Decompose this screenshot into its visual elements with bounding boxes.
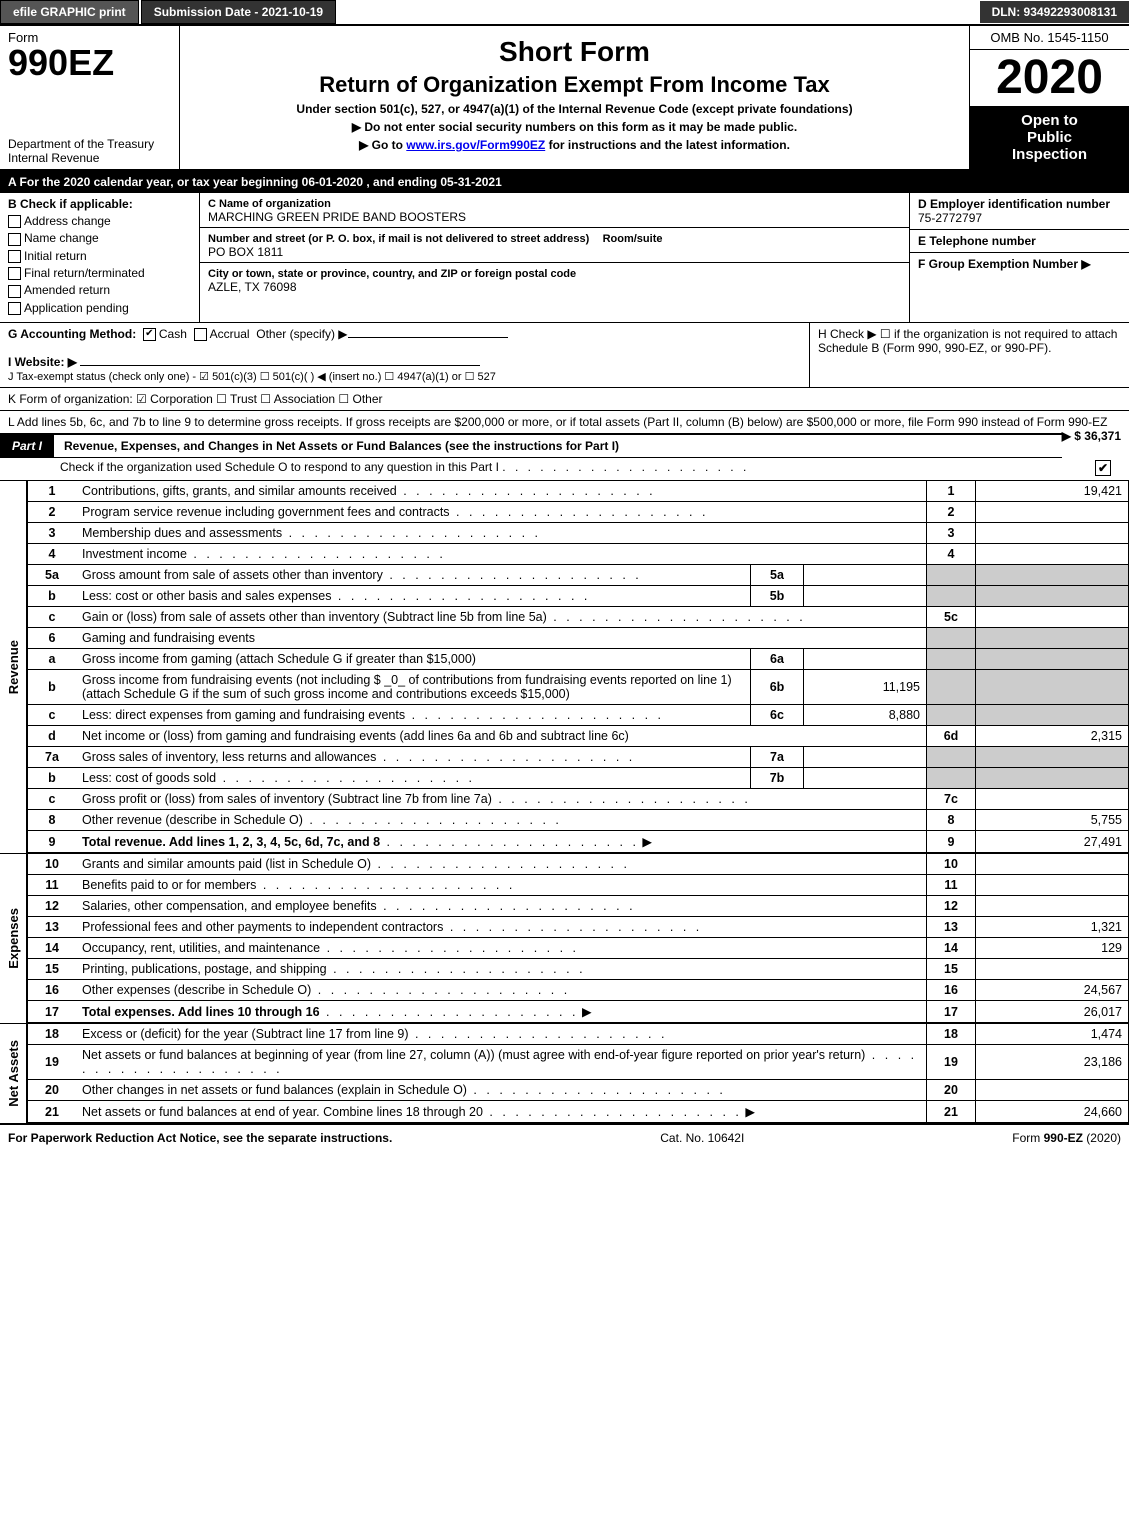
subtitle: Under section 501(c), 527, or 4947(a)(1)… xyxy=(190,102,959,116)
main-title: Return of Organization Exempt From Incom… xyxy=(190,72,959,98)
ssn-warning: ▶ Do not enter social security numbers o… xyxy=(190,120,959,134)
chk-address-change[interactable]: Address change xyxy=(8,214,191,228)
section-b-label: B Check if applicable: xyxy=(8,197,191,211)
part-1-tag: Part I xyxy=(0,435,54,457)
city-box: City or town, state or province, country… xyxy=(200,263,909,322)
form-number: 990EZ xyxy=(8,45,171,81)
expenses-table: 10Grants and similar amounts paid (list … xyxy=(27,853,1129,1023)
line-2: 2Program service revenue including gover… xyxy=(28,502,1129,523)
chk-final-return[interactable]: Final return/terminated xyxy=(8,266,191,280)
chk-application-pending[interactable]: Application pending xyxy=(8,301,191,315)
omb-number: OMB No. 1545-1150 xyxy=(970,26,1129,50)
line-5b: bLess: cost or other basis and sales exp… xyxy=(28,586,1129,607)
line-6d: dNet income or (loss) from gaming and fu… xyxy=(28,726,1129,747)
line-6: 6Gaming and fundraising events xyxy=(28,628,1129,649)
telephone-box: E Telephone number xyxy=(910,230,1129,253)
part-1-title: Revenue, Expenses, and Changes in Net As… xyxy=(54,435,629,457)
accounting-method: G Accounting Method: Cash Accrual Other … xyxy=(0,323,809,387)
short-form-title: Short Form xyxy=(190,36,959,68)
header-center: Short Form Return of Organization Exempt… xyxy=(180,26,969,169)
part-1-header: Part I Revenue, Expenses, and Changes in… xyxy=(0,433,1062,458)
header-left: Form 990EZ Department of the Treasury In… xyxy=(0,26,180,169)
line-7a: 7aGross sales of inventory, less returns… xyxy=(28,747,1129,768)
chk-initial-return[interactable]: Initial return xyxy=(8,249,191,263)
line-13: 13Professional fees and other payments t… xyxy=(28,917,1129,938)
row-gh: G Accounting Method: Cash Accrual Other … xyxy=(0,323,1129,388)
ein-box: D Employer identification number 75-2772… xyxy=(910,193,1129,230)
line-14: 14Occupancy, rent, utilities, and mainte… xyxy=(28,938,1129,959)
address-box: Number and street (or P. O. box, if mail… xyxy=(200,228,909,263)
line-9: 9Total revenue. Add lines 1, 2, 3, 4, 5c… xyxy=(28,831,1129,853)
net-assets-label: Net Assets xyxy=(4,1036,23,1111)
org-city: AZLE, TX 76098 xyxy=(208,280,297,294)
net-assets-table: 18Excess or (deficit) for the year (Subt… xyxy=(27,1023,1129,1123)
form-header: Form 990EZ Department of the Treasury In… xyxy=(0,26,1129,171)
line-6b: bGross income from fundraising events (n… xyxy=(28,670,1129,705)
footer-right: Form 990-EZ (2020) xyxy=(1012,1131,1121,1145)
line-11: 11Benefits paid to or for members11 xyxy=(28,875,1129,896)
line-17: 17Total expenses. Add lines 10 through 1… xyxy=(28,1001,1129,1023)
line-6c: cLess: direct expenses from gaming and f… xyxy=(28,705,1129,726)
submission-date-badge: Submission Date - 2021-10-19 xyxy=(141,0,336,24)
goto-line: ▶ Go to www.irs.gov/Form990EZ for instru… xyxy=(190,138,959,152)
chk-amended-return[interactable]: Amended return xyxy=(8,283,191,297)
department-label: Department of the Treasury Internal Reve… xyxy=(8,137,171,165)
tax-year: 2020 xyxy=(970,50,1129,106)
schedule-o-check[interactable]: ✔ xyxy=(1095,460,1111,476)
line-12: 12Salaries, other compensation, and empl… xyxy=(28,896,1129,917)
line-1: 1Contributions, gifts, grants, and simil… xyxy=(28,481,1129,502)
row-l: L Add lines 5b, 6c, and 7b to line 9 to … xyxy=(0,411,1129,433)
tax-exempt-status: J Tax-exempt status (check only one) - ☑… xyxy=(8,371,496,383)
footer-left: For Paperwork Reduction Act Notice, see … xyxy=(8,1131,392,1145)
header-right: OMB No. 1545-1150 2020 Open to Public In… xyxy=(969,26,1129,169)
line-18: 18Excess or (deficit) for the year (Subt… xyxy=(28,1024,1129,1045)
open-to-public-inspection: Open to Public Inspection xyxy=(970,106,1129,169)
line-3: 3Membership dues and assessments3 xyxy=(28,523,1129,544)
chk-name-change[interactable]: Name change xyxy=(8,231,191,245)
line-20: 20Other changes in net assets or fund ba… xyxy=(28,1080,1129,1101)
section-b: B Check if applicable: Address change Na… xyxy=(0,193,200,322)
org-name-box: C Name of organization MARCHING GREEN PR… xyxy=(200,193,909,228)
line-21: 21Net assets or fund balances at end of … xyxy=(28,1101,1129,1123)
line-5a: 5aGross amount from sale of assets other… xyxy=(28,565,1129,586)
chk-accrual[interactable] xyxy=(194,328,207,341)
part-1-subtitle: Check if the organization used Schedule … xyxy=(0,458,1129,480)
group-exemption-box: F Group Exemption Number ▶ xyxy=(910,253,1129,322)
line-16: 16Other expenses (describe in Schedule O… xyxy=(28,980,1129,1001)
line-15: 15Printing, publications, postage, and s… xyxy=(28,959,1129,980)
expenses-section: Expenses 10Grants and similar amounts pa… xyxy=(0,853,1129,1023)
efile-print-button[interactable]: efile GRAPHIC print xyxy=(0,0,139,24)
top-bar: efile GRAPHIC print Submission Date - 20… xyxy=(0,0,1129,26)
period-row: A For the 2020 calendar year, or tax yea… xyxy=(0,171,1129,193)
dln-badge: DLN: 93492293008131 xyxy=(980,1,1129,23)
gross-receipts-amount: ▶ $ 36,371 xyxy=(1062,429,1121,443)
revenue-table: 1Contributions, gifts, grants, and simil… xyxy=(27,480,1129,853)
net-assets-section: Net Assets 18Excess or (deficit) for the… xyxy=(0,1023,1129,1123)
line-4: 4Investment income4 xyxy=(28,544,1129,565)
footer-center: Cat. No. 10642I xyxy=(660,1131,744,1145)
page-footer: For Paperwork Reduction Act Notice, see … xyxy=(0,1123,1129,1151)
irs-link[interactable]: www.irs.gov/Form990EZ xyxy=(406,138,545,152)
row-k: K Form of organization: ☑ Corporation ☐ … xyxy=(0,388,1129,411)
line-6a: aGross income from gaming (attach Schedu… xyxy=(28,649,1129,670)
section-c: C Name of organization MARCHING GREEN PR… xyxy=(200,193,909,322)
line-19: 19Net assets or fund balances at beginni… xyxy=(28,1045,1129,1080)
schedule-b-check: H Check ▶ ☐ if the organization is not r… xyxy=(809,323,1129,387)
org-name: MARCHING GREEN PRIDE BAND BOOSTERS xyxy=(208,210,466,224)
expenses-label: Expenses xyxy=(4,904,23,973)
section-def: D Employer identification number 75-2772… xyxy=(909,193,1129,322)
ein-value: 75-2772797 xyxy=(918,211,982,225)
line-10: 10Grants and similar amounts paid (list … xyxy=(28,854,1129,875)
revenue-label: Revenue xyxy=(4,636,23,698)
chk-cash[interactable] xyxy=(143,328,156,341)
line-8: 8Other revenue (describe in Schedule O)8… xyxy=(28,810,1129,831)
entity-grid: B Check if applicable: Address change Na… xyxy=(0,193,1129,323)
line-7c: cGross profit or (loss) from sales of in… xyxy=(28,789,1129,810)
line-5c: cGain or (loss) from sale of assets othe… xyxy=(28,607,1129,628)
revenue-section: Revenue 1Contributions, gifts, grants, a… xyxy=(0,480,1129,853)
org-address: PO BOX 1811 xyxy=(208,245,283,259)
line-7b: bLess: cost of goods sold7b xyxy=(28,768,1129,789)
form-990ez-page: efile GRAPHIC print Submission Date - 20… xyxy=(0,0,1129,1151)
